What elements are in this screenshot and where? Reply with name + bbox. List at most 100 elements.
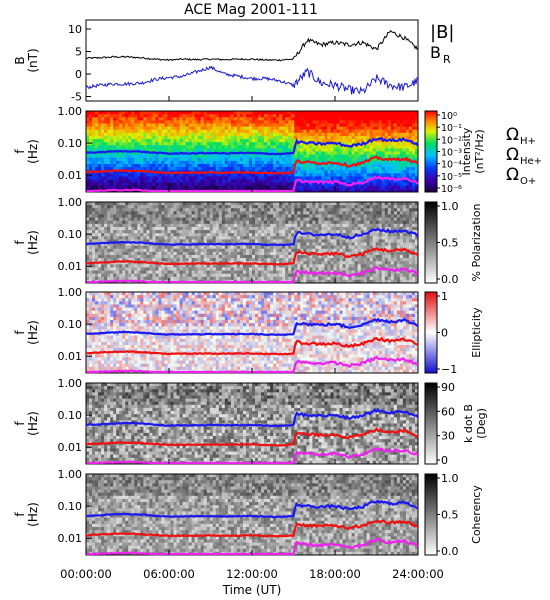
colorbar-tick-label: 0.5 bbox=[441, 509, 459, 522]
colorbar-tick-label: 1.0 bbox=[441, 472, 459, 485]
he-plus-gyro-line bbox=[85, 426, 419, 447]
colorbar-label: Ellipticity bbox=[470, 307, 483, 358]
colorbar bbox=[424, 382, 438, 465]
x-tick-label: 00:00:00 bbox=[60, 567, 112, 581]
x-axis: 00:00:00 06:00:00 12:00:00 18:00:00 24:00:00… bbox=[60, 567, 444, 597]
coherency-panel: 1.00 0.10 0.01 1.0 0.5 0.0 Coherency f (Hz) bbox=[13, 468, 483, 558]
colorbar-tick-label: −1 bbox=[441, 363, 457, 376]
y-tick-label: 0.01 bbox=[58, 532, 83, 545]
legend-omega: Ω bbox=[506, 125, 519, 145]
colorbar-tick-label: 0.5 bbox=[441, 237, 459, 250]
y-axis-label: f (Hz) bbox=[13, 320, 40, 345]
h-plus-gyro-line bbox=[85, 408, 419, 428]
h-plus-gyro-line bbox=[85, 227, 419, 247]
ellipticity-panel: 1.00 0.10 0.01 1 0 −1 Ellipticity f (Hz) bbox=[13, 286, 483, 376]
legend-ion-label: He+ bbox=[520, 156, 542, 167]
y-tick-label: 0.10 bbox=[58, 500, 83, 513]
y-axis-name: f bbox=[13, 421, 27, 426]
y-axis-unit: (nT) bbox=[26, 48, 40, 72]
legend-ion-label: H+ bbox=[520, 136, 536, 147]
x-tick-label: 24:00:00 bbox=[392, 567, 444, 581]
y-axis-name: f bbox=[13, 240, 27, 245]
colorbar-unit: (nT²/Hz) bbox=[473, 129, 486, 173]
h-plus-gyro-line bbox=[85, 136, 419, 156]
y-axis-unit: (Hz) bbox=[26, 320, 40, 345]
y-axis-name: f bbox=[13, 512, 27, 517]
y-axis-unit: (Hz) bbox=[26, 139, 40, 164]
colorbar bbox=[424, 201, 438, 284]
y-tick-label: 0.10 bbox=[58, 409, 83, 422]
he-plus-gyro-line bbox=[85, 246, 419, 266]
y-axis-name: B bbox=[13, 56, 27, 64]
colorbar-tick-label: 10⁻² bbox=[441, 135, 462, 146]
legend-omega: Ω bbox=[506, 145, 519, 165]
series-line bbox=[85, 65, 419, 95]
kdotb-panel: 1.00 0.10 0.01 90 60 30 0 k dot B (Deg) f (Hz) bbox=[13, 377, 488, 467]
y-axis-name: f bbox=[13, 149, 27, 154]
colorbar-tick-label: 90 bbox=[441, 381, 455, 394]
field-legend: |B|B R bbox=[430, 22, 454, 66]
colorbar-label: Coherency bbox=[470, 485, 483, 544]
y-tick-label: 0.10 bbox=[58, 137, 83, 150]
y-tick-label: 0.01 bbox=[58, 441, 83, 454]
colorbar-tick-label: 1 bbox=[441, 290, 448, 303]
plot-frame bbox=[85, 19, 419, 102]
y-tick-label: -5 bbox=[71, 91, 82, 104]
spectrogram-cells bbox=[86, 474, 419, 556]
y-tick-label: 0.01 bbox=[58, 260, 83, 273]
legend-br: B bbox=[430, 43, 441, 62]
colorbar-label: k dot B (Deg) bbox=[462, 404, 488, 443]
polarization-panel: 1.00 0.10 0.01 1.0 0.5 0.0 % Polarization f (Hz) bbox=[13, 196, 483, 286]
y-axis-unit: (Hz) bbox=[26, 502, 40, 527]
colorbar-title: Ellipticity bbox=[470, 307, 483, 358]
y-tick-label: 0 bbox=[75, 68, 82, 81]
y-tick-label: 10 bbox=[68, 23, 82, 36]
colorbar-unit: (Deg) bbox=[475, 408, 488, 439]
y-axis-unit: (Hz) bbox=[26, 230, 40, 255]
y-tick-label: 1.00 bbox=[58, 196, 83, 209]
colorbar-title: k dot B bbox=[462, 404, 475, 443]
y-tick-label: 1.00 bbox=[58, 105, 83, 118]
he-plus-gyro-line bbox=[85, 155, 419, 175]
colorbar-title: Coherency bbox=[470, 485, 483, 544]
legend-omega: Ω bbox=[506, 165, 519, 185]
colorbar-tick-label: 10⁻⁵ bbox=[441, 172, 462, 183]
colorbar-tick-label: 10⁻³ bbox=[441, 148, 462, 159]
colorbar bbox=[424, 291, 438, 374]
x-axis-title: Time (UT) bbox=[222, 583, 282, 597]
figure-title: ACE Mag 2001-111 bbox=[184, 2, 318, 18]
colorbar-tick-label: 10⁻⁶ bbox=[441, 184, 462, 195]
colorbar-tick-label: 1.0 bbox=[441, 200, 459, 213]
h-plus-gyro-line bbox=[85, 317, 419, 337]
colorbar-tick-label: 10⁰ bbox=[441, 111, 457, 122]
series-line bbox=[85, 29, 419, 62]
y-axis-label: f (Hz) bbox=[13, 411, 40, 436]
y-tick-label: 5 bbox=[75, 46, 82, 59]
y-tick-label: 0.01 bbox=[58, 169, 83, 182]
colorbar-tick-label: 0 bbox=[441, 327, 448, 340]
colorbar-tick-label: 0.0 bbox=[441, 273, 459, 286]
y-tick-label: 0.10 bbox=[58, 318, 83, 331]
y-axis-name: f bbox=[13, 330, 27, 335]
he-plus-gyro-line bbox=[85, 336, 419, 356]
colorbar-tick-label: 30 bbox=[441, 430, 455, 443]
legend-ion-label: O+ bbox=[520, 176, 536, 187]
y-axis-unit: (Hz) bbox=[26, 411, 40, 436]
x-tick-label: 06:00:00 bbox=[143, 567, 195, 581]
he-plus-gyro-line bbox=[85, 519, 419, 538]
ion-legend: Ω H+Ω He+Ω O+ bbox=[506, 125, 542, 187]
colorbar bbox=[424, 473, 438, 556]
colorbar-tick-label: 60 bbox=[441, 405, 455, 418]
y-axis-label: f (Hz) bbox=[13, 502, 40, 527]
colorbar-tick-label: 10⁻⁴ bbox=[441, 160, 462, 171]
x-tick-label: 18:00:00 bbox=[309, 567, 361, 581]
colorbar-title: % Polarization bbox=[470, 204, 483, 282]
y-tick-label: 1.00 bbox=[58, 468, 83, 481]
colorbar-tick-label: 0.0 bbox=[441, 545, 459, 558]
colorbar-title: Intensity bbox=[460, 127, 473, 175]
y-tick-label: 1.00 bbox=[58, 286, 83, 299]
